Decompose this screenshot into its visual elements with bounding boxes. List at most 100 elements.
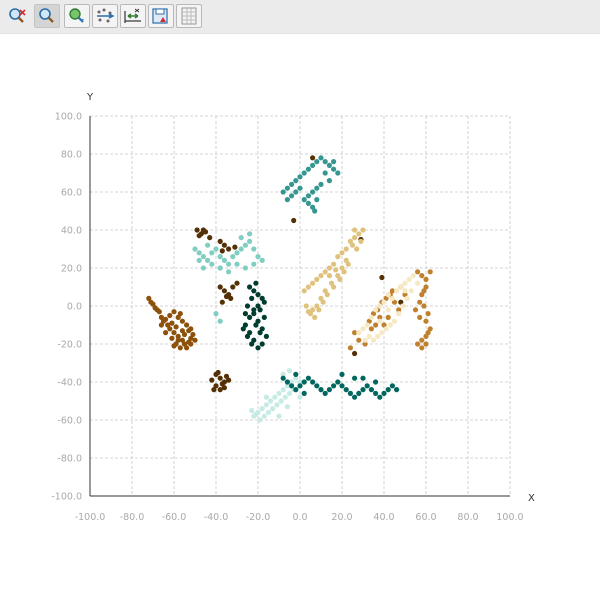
scatter-point [217,284,223,290]
y-tick-label: 100.0 [55,112,82,123]
scatter-point [314,303,320,309]
scatter-point [244,333,251,339]
scatter-point [364,322,370,328]
zoom-icon [39,8,54,23]
scatter-point [310,162,316,168]
scatter-point [360,387,366,393]
scatter-point [205,257,211,263]
scatter-point [341,269,347,275]
scatter-point [301,170,307,176]
scatter-point [347,390,353,396]
scatter-point [263,394,269,400]
select-points-button[interactable] [92,4,118,28]
axis-range-button[interactable] [120,4,146,28]
scatter-point [177,345,183,351]
scatter-point [221,385,227,391]
scatter-point [226,377,232,383]
scatter-point [165,322,171,328]
scatter-point [181,331,188,338]
scatter-point [404,295,410,301]
select-points-icon [97,8,115,23]
scatter-point [415,280,421,286]
scatter-point [301,288,307,294]
scatter-point [200,254,206,260]
scatter-point [373,307,379,313]
data-table-button[interactable] [176,4,202,28]
scatter-point [211,387,217,393]
scatter-point [356,337,362,343]
pan-button[interactable] [64,4,90,28]
scatter-point [314,276,320,282]
scatter-point [398,284,404,290]
scatter-point [297,394,303,400]
scatter-point [318,295,324,301]
save-plot-button[interactable] [148,4,174,28]
scatter-point [410,273,416,279]
scatter-point [257,330,263,336]
scatter-point [347,345,353,351]
scatter-point [184,345,190,351]
scatter-point [234,280,240,286]
scatter-point [289,193,295,199]
scatter-point [226,269,232,275]
scatter-point [343,257,349,263]
scatter-point [305,375,311,381]
x-tick-label: 20.0 [331,512,352,523]
scatter-point [230,254,236,260]
scatter-point [412,307,419,313]
scatter-point [240,326,246,332]
scatter-point [265,409,272,415]
scatter-point [259,257,265,263]
scatter-point [251,246,257,252]
scatter-point [247,231,253,237]
scatter-point [320,299,326,305]
scatter-point [389,383,395,389]
scatter-point [318,181,324,187]
scatter-point [280,387,286,393]
scatter-point [163,330,169,336]
zoom-button[interactable] [34,4,60,28]
scatter-point [339,250,345,256]
scatter-point [373,390,379,396]
scatter-point [280,371,286,377]
scatter-point [366,333,372,339]
scatter-point [238,235,244,241]
x-tick-label: 60.0 [415,512,436,523]
scatter-point [242,311,248,317]
scatter-point [253,411,259,417]
scatter-point [396,311,402,317]
scatter-point [247,314,253,320]
scatter-point [158,314,164,320]
scatter-point [188,335,194,341]
scatter-point [171,309,177,315]
scatter-point [209,261,215,267]
scatter-point [352,350,358,357]
scatter-point [419,337,425,343]
scatter-point [297,379,303,385]
scatter-point [259,295,265,301]
scatter-point [286,390,293,396]
scatter-point [345,261,351,267]
scatter-point [257,307,263,313]
plot-toolbar [0,0,600,34]
scatter-point [251,261,257,267]
scatter-point [312,208,318,214]
y-tick-label: -100.0 [51,492,82,503]
scatter-point [209,250,215,256]
x-tick-label: -40.0 [204,512,229,523]
scatter-point [175,314,181,320]
zoom-reset-button[interactable] [4,4,30,28]
scatter-point [261,413,267,419]
y-axis-title: Y [86,92,94,103]
scatter-point [186,328,192,334]
scatter-point [417,299,423,305]
scatter-point [289,379,295,385]
y-tick-label: 40.0 [61,226,82,237]
x-tick-label: -80.0 [120,512,145,523]
scatter-point [223,373,230,379]
scatter-point [322,288,328,294]
scatter-point [415,341,421,347]
scatter-point [301,197,307,203]
scatter-point [423,341,429,347]
scatter-point [356,390,362,396]
